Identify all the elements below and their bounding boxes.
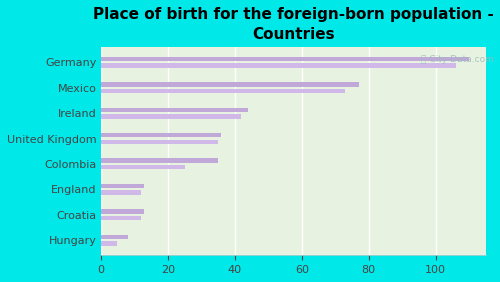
Bar [100,82,358,87]
Bar [100,57,470,61]
Bar [100,158,218,163]
Bar [100,216,141,220]
Bar [100,165,184,169]
Bar [100,107,248,112]
Title: Place of birth for the foreign-born population -
Countries: Place of birth for the foreign-born popu… [93,7,494,42]
Bar [100,190,141,195]
Bar [100,184,144,188]
Bar [100,209,144,214]
Bar [100,241,117,246]
Bar [100,114,242,119]
Bar [100,89,346,93]
Bar [100,235,128,239]
Bar [100,63,456,68]
Bar [100,133,222,138]
Text: ⓘ City-Data.com: ⓘ City-Data.com [420,55,494,64]
Bar [100,140,218,144]
